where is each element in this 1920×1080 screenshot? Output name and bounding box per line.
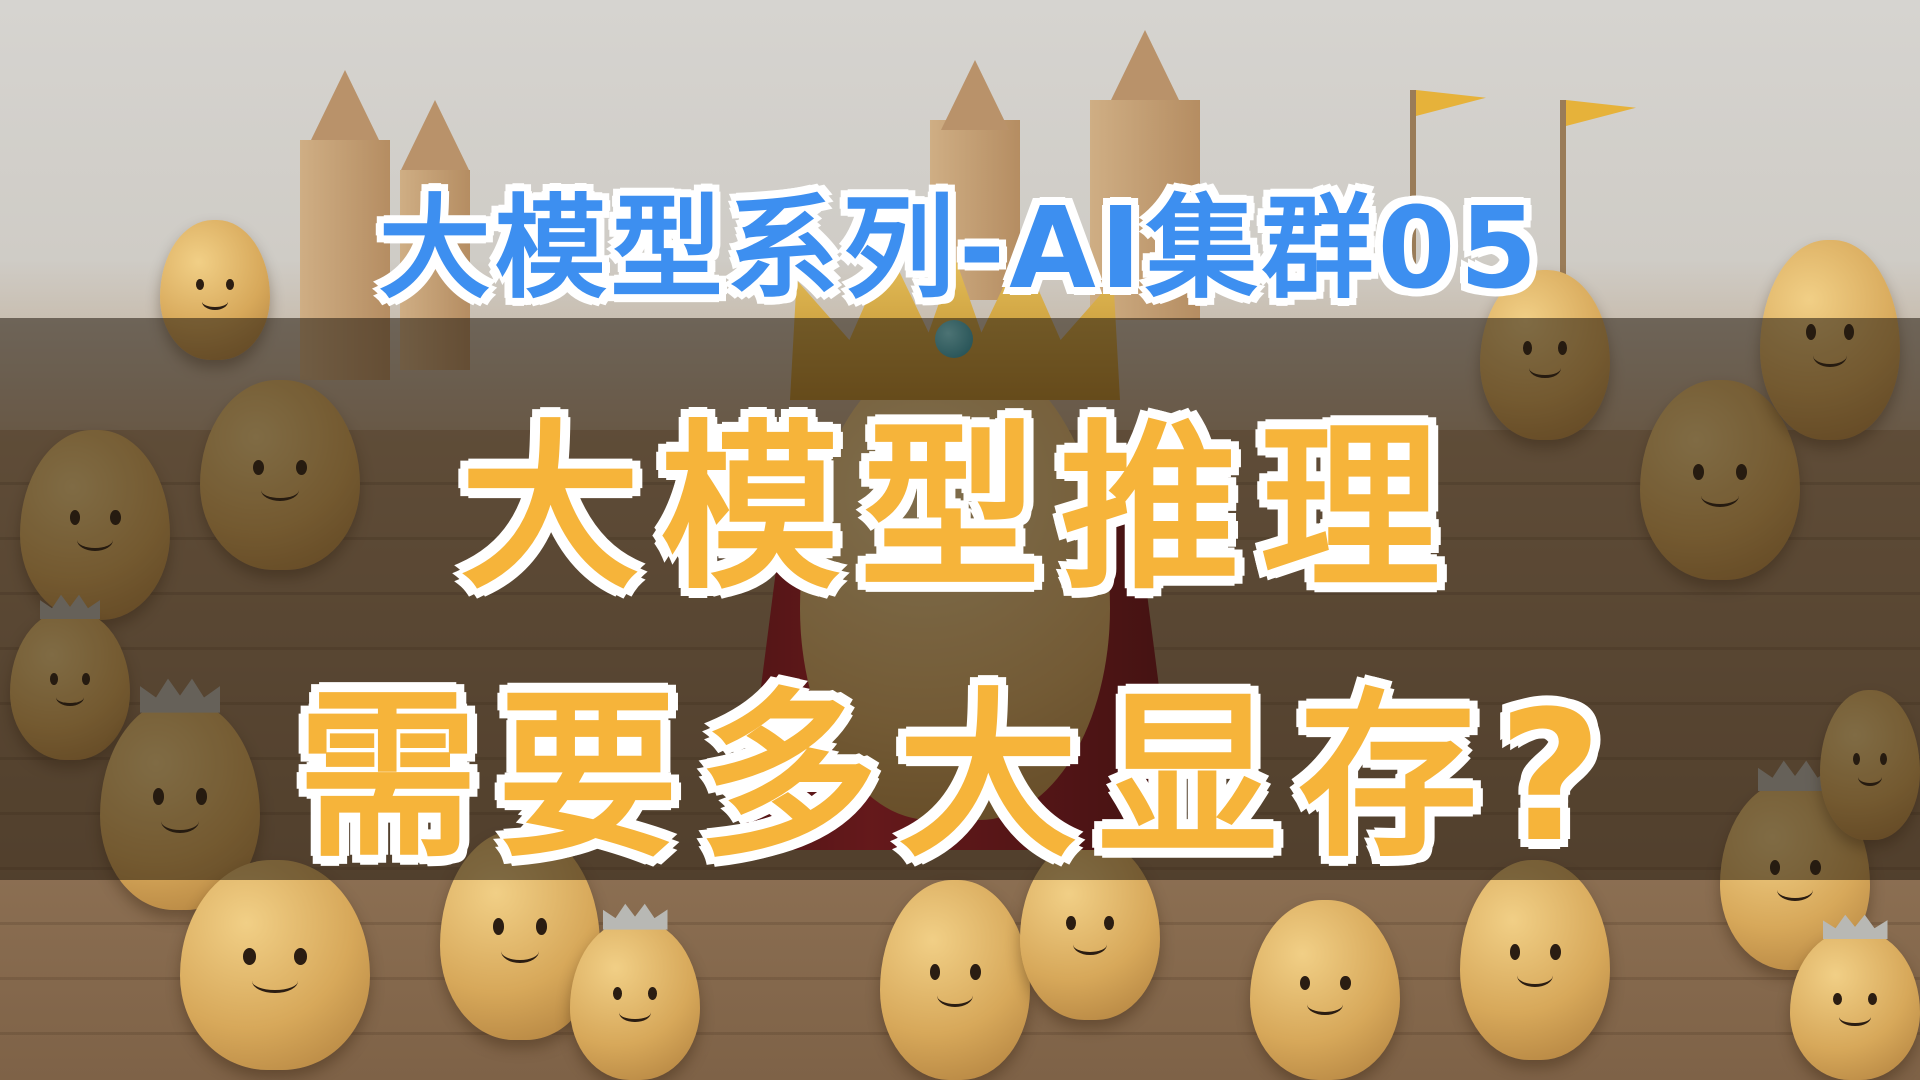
main-title-line-1: 大模型推理 bbox=[459, 405, 1460, 614]
title-backdrop-band bbox=[0, 318, 1920, 880]
potato-character bbox=[880, 880, 1030, 1080]
potato-character bbox=[1460, 860, 1610, 1060]
series-subtitle: 大模型系列-AI集群05 bbox=[378, 184, 1542, 314]
potato-character bbox=[570, 903, 700, 1080]
potato-character bbox=[1250, 900, 1400, 1080]
potato-character bbox=[180, 860, 370, 1070]
main-title-line-2: 需要多大显存? bbox=[297, 673, 1623, 882]
